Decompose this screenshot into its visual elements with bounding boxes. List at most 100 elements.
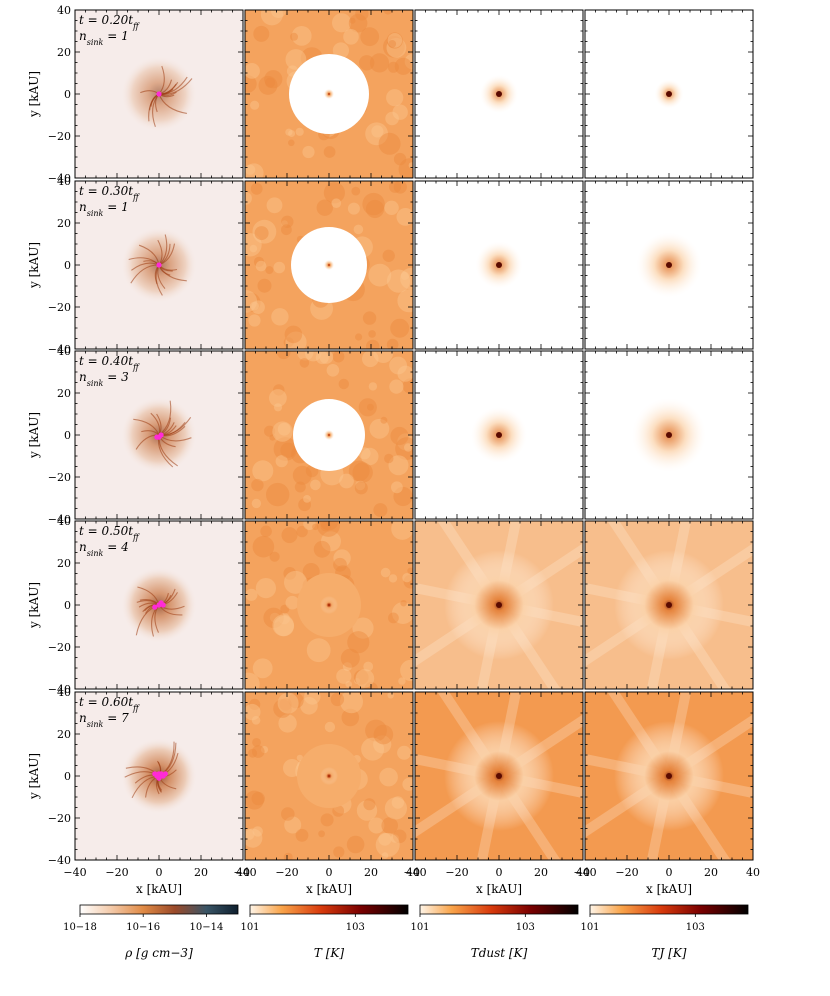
temperature-texture: [253, 256, 265, 267]
panel-r5-c3: [414, 691, 584, 861]
temperature-texture: [380, 567, 391, 578]
central-source: [666, 262, 672, 268]
temperature-texture: [351, 186, 361, 196]
temperature-texture: [275, 455, 288, 468]
x-tick-label: 0: [496, 866, 503, 879]
temperature-texture: [368, 330, 376, 338]
temperature-texture: [260, 746, 269, 754]
temperature-texture: [392, 602, 413, 624]
temperature-texture: [304, 692, 321, 705]
temperature-texture: [333, 557, 347, 572]
sink-particle: [152, 771, 158, 777]
temperature-texture: [280, 442, 296, 458]
temperature-texture: [391, 521, 413, 540]
hot-core: [324, 89, 334, 99]
panel-ticks: [584, 691, 754, 861]
temperature-texture: [324, 721, 336, 733]
panel-ticks: [74, 691, 244, 861]
temperature-texture: [249, 698, 261, 711]
temperature-texture: [294, 481, 306, 493]
x-tick-label: 20: [194, 866, 208, 879]
temperature-texture: [288, 139, 295, 147]
temperature-texture: [338, 378, 349, 390]
temperature-texture: [303, 495, 311, 503]
temperature-texture: [339, 473, 354, 489]
temperature-texture: [366, 339, 380, 349]
temperature-texture: [249, 244, 258, 253]
temperature-texture: [353, 224, 364, 235]
temperature-texture: [397, 745, 412, 760]
central-source: [666, 432, 672, 438]
temperature-texture: [284, 816, 302, 834]
panel-ticks: [244, 520, 414, 690]
temperature-texture: [310, 479, 321, 491]
temperature-texture: [402, 573, 412, 583]
temperature-texture: [352, 617, 374, 639]
y-tick-label: −20: [48, 301, 71, 314]
temperature-texture: [342, 662, 352, 672]
temperature-texture: [362, 311, 377, 325]
y-axis-label: y [kAU]: [27, 71, 41, 118]
temperature-texture: [251, 300, 265, 315]
temperature-texture: [320, 521, 331, 532]
temperature-texture: [387, 33, 403, 48]
sink-count-label: nsink = 3: [79, 370, 129, 388]
temperature-texture: [302, 145, 315, 159]
temperature-texture: [245, 163, 264, 178]
temperature-texture: [296, 525, 308, 538]
x-tick-label: −20: [275, 866, 298, 879]
temperature-texture: [273, 699, 292, 718]
temperature-texture: [326, 364, 340, 377]
colorbar-label: TJ [K]: [652, 946, 687, 960]
central-source: [666, 773, 672, 779]
x-tick-label: −40: [63, 866, 86, 879]
temperature-texture: [285, 595, 300, 610]
x-tick-label: −20: [615, 866, 638, 879]
temperature-texture: [359, 55, 375, 71]
temperature-texture: [302, 563, 320, 580]
temperature-texture: [369, 418, 390, 439]
temperature-texture: [347, 202, 360, 215]
temperature-texture: [306, 638, 331, 663]
sink-particle: [156, 775, 162, 781]
temperature-texture: [285, 128, 293, 136]
temperature-texture: [278, 612, 290, 625]
temperature-texture: [367, 403, 374, 411]
y-tick-label: 0: [64, 770, 71, 783]
temperature-texture: [245, 790, 264, 810]
temperature-texture: [404, 53, 413, 70]
temperature-texture: [408, 162, 413, 169]
temperature-texture: [273, 615, 295, 637]
temperature-texture: [383, 10, 393, 15]
x-axis-label: x [kAU]: [646, 882, 692, 896]
temperature-texture: [296, 754, 304, 762]
temperature-texture: [362, 192, 385, 216]
temperature-texture: [365, 199, 385, 219]
x-axis-label: x [kAU]: [476, 882, 522, 896]
hot-core: [320, 767, 338, 785]
temperature-texture: [288, 692, 304, 709]
temperature-texture: [354, 678, 361, 684]
temperature-texture: [248, 748, 258, 758]
colorbar-tick-label: 101: [240, 922, 259, 933]
temperature-texture: [386, 338, 399, 349]
temperature-texture: [312, 523, 319, 531]
panel-r1-c4: [584, 9, 754, 179]
temperature-texture: [378, 832, 392, 846]
colorbar-gradient: [249, 904, 409, 915]
y-tick-label: −20: [48, 812, 71, 825]
central-source: [496, 432, 502, 438]
temperature-texture: [252, 738, 261, 747]
temperature-texture: [389, 379, 404, 394]
temperature-texture: [360, 27, 380, 47]
x-axis-label: x [kAU]: [306, 882, 352, 896]
temperature-texture: [272, 421, 293, 442]
density-filament: [130, 264, 160, 284]
y-tick-label: 0: [64, 259, 71, 272]
temperature-texture: [255, 578, 276, 599]
y-tick-label: −40: [48, 683, 71, 696]
temperature-texture: [390, 426, 409, 446]
temperature-texture: [345, 680, 353, 688]
temperature-texture: [283, 567, 297, 580]
